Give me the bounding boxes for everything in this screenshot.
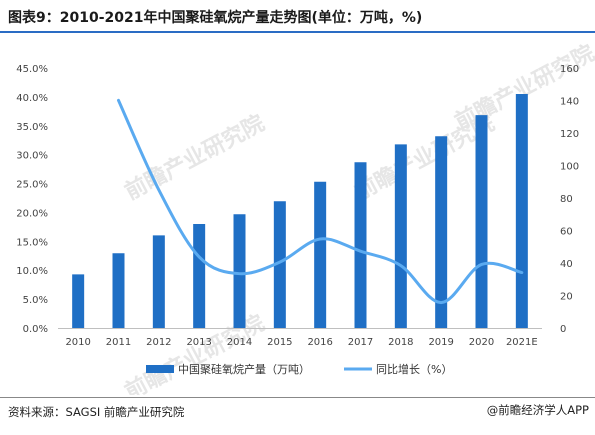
bar-production — [193, 224, 206, 328]
x-axis-tick-label: 2013 — [186, 337, 211, 348]
bar-production — [72, 274, 85, 328]
bar-production — [314, 181, 327, 328]
x-axis-tick-label: 2021E — [506, 337, 538, 348]
legend-swatch-production — [146, 365, 174, 373]
left-axis-tick-label: 25.0% — [16, 180, 48, 191]
left-axis-tick-label: 10.0% — [16, 266, 48, 277]
brand-label: @前瞻经济学人APP — [487, 402, 589, 418]
footer-divider — [0, 397, 595, 398]
x-axis-tick-label: 2010 — [65, 337, 90, 348]
right-axis-tick-label: 20 — [560, 292, 573, 303]
right-axis-tick-label: 40 — [560, 259, 573, 270]
bars-layer — [72, 94, 528, 328]
title-divider — [0, 31, 595, 33]
left-axis-tick-label: 20.0% — [16, 208, 48, 219]
growth-line — [117, 98, 524, 305]
bar-production — [475, 115, 488, 328]
right-axis-tick-label: 80 — [560, 194, 573, 205]
brand-text: @前瞻经济学人APP — [486, 403, 589, 417]
right-axis-tick-label: 120 — [560, 129, 579, 140]
line-layer — [117, 98, 524, 305]
right-axis-tick-label: 100 — [560, 162, 579, 173]
right-axis-tick-label: 160 — [560, 64, 579, 75]
chart-title: 图表9：2010-2021年中国聚硅氧烷产量走势图(单位：万吨，%) — [8, 10, 423, 26]
bar-production — [515, 94, 528, 328]
left-axis-tick-label: 15.0% — [16, 237, 48, 248]
bar-production — [394, 144, 407, 328]
bar-production — [435, 136, 448, 328]
legend-layer: 中国聚硅氧烷产量（万吨） 同比增长（%） — [146, 362, 452, 376]
legend-label-production: 中国聚硅氧烷产量（万吨） — [178, 362, 310, 376]
x-axis-tick-label: 2018 — [388, 337, 413, 348]
left-axis-tick-label: 45.0% — [16, 64, 48, 75]
left-axis-tick-label: 0.0% — [23, 324, 48, 335]
legend-label-growth: 同比增长（%） — [376, 362, 452, 376]
x-axis-tick-label: 2012 — [146, 337, 171, 348]
left-axis-tick-label: 35.0% — [16, 122, 48, 133]
bar-production — [354, 162, 367, 328]
x-axis-tick-label: 2014 — [227, 337, 252, 348]
left-axis-tick-label: 30.0% — [16, 151, 48, 162]
right-axis-tick-label: 140 — [560, 97, 579, 108]
right-axis-tick-label: 0 — [560, 324, 566, 335]
right-axis-tick-label: 60 — [560, 227, 573, 238]
left-axis-tick-label: 5.0% — [23, 295, 48, 306]
bar-production — [273, 201, 286, 328]
axes-layer: 0.0% 5.0% 10.0% 15.0% 20.0% 25.0% 30.0% 35.0% 40… — [16, 64, 579, 348]
x-axis-tick-label: 2017 — [348, 337, 373, 348]
bar-production — [233, 214, 246, 328]
x-axis-tick-label: 2020 — [469, 337, 494, 348]
left-axis-tick-label: 40.0% — [16, 93, 48, 104]
x-axis-tick-label: 2016 — [307, 337, 332, 348]
x-axis-tick-label: 2019 — [428, 337, 453, 348]
bar-production — [112, 253, 125, 328]
source-note: 资料来源：SAGSI 前瞻产业研究院 — [8, 405, 185, 419]
x-axis-tick-label: 2011 — [106, 337, 131, 348]
bar-production — [152, 235, 165, 328]
x-axis-tick-label: 2015 — [267, 337, 292, 348]
